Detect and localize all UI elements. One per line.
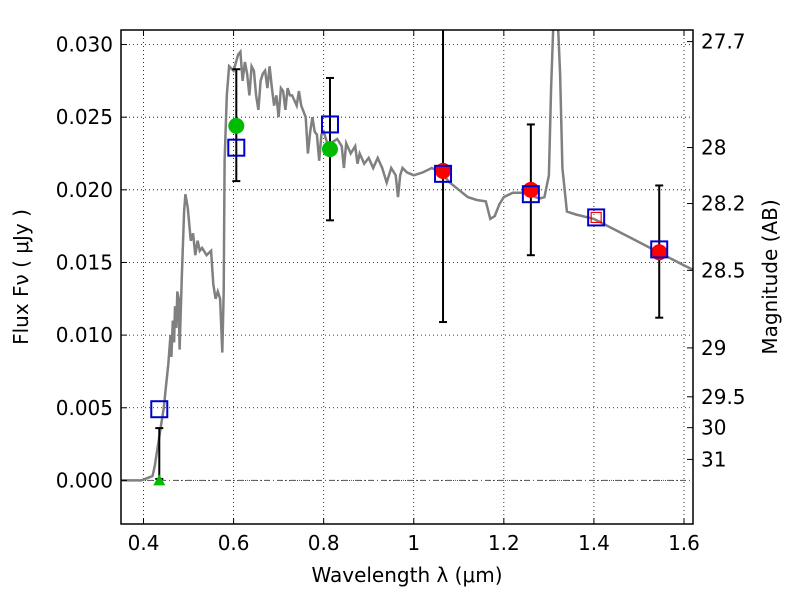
triangle-marker (153, 474, 166, 486)
circle-marker (522, 181, 539, 198)
plot-frame (120, 29, 694, 525)
square-marker (587, 208, 606, 227)
circle-marker (651, 244, 668, 261)
right-tick-label: 28 (701, 136, 726, 160)
circle-marker (435, 162, 452, 179)
right-tick-label: 31 (701, 447, 726, 471)
square-marker (650, 240, 669, 259)
x-tick-label: 1.4 (578, 531, 610, 555)
right-tick-label: 29.5 (701, 385, 746, 409)
x-tick-label: 1 (407, 531, 420, 555)
x-tick-label: 1.6 (668, 531, 700, 555)
right-tick-label: 27.7 (701, 30, 746, 54)
square-marker (150, 400, 169, 419)
y-tick-label: 0.000 (56, 468, 113, 492)
right-tick-label: 29 (701, 336, 726, 360)
marker-layer (150, 115, 669, 486)
square-marker (227, 138, 246, 157)
right-axis-label: Magnitude (AB) (758, 199, 782, 354)
x-tick-label: 0.4 (128, 531, 160, 555)
error-bar-layer (155, 30, 664, 480)
square-marker (434, 164, 453, 183)
x-axis-label: Wavelength λ (μm) (311, 563, 502, 587)
right-tick-label: 28.5 (701, 258, 746, 282)
y-axis-ticks: 0.000 0.005 0.010 0.015 0.020 0.025 0.030 (56, 33, 127, 492)
right-tick-label: 28.2 (701, 192, 746, 216)
y-tick-label: 0.005 (56, 396, 113, 420)
y-tick-label: 0.030 (56, 33, 113, 57)
x-tick-label: 0.8 (308, 531, 340, 555)
y-tick-label: 0.020 (56, 178, 113, 202)
circle-marker (321, 141, 338, 158)
small-square-marker (590, 211, 602, 224)
y-tick-label: 0.010 (56, 323, 113, 347)
circle-marker (228, 117, 245, 134)
x-tick-label: 1.2 (488, 531, 520, 555)
y-tick-label: 0.025 (56, 105, 113, 129)
square-marker (320, 115, 339, 134)
right-axis-ticks: 27.7 28 28.2 28.5 29 29.5 30 31 (687, 30, 746, 471)
y-axis-label: Flux Fν ( μJy ) (9, 209, 33, 345)
model-sed-curve (121, 30, 693, 482)
model-sed-layer (121, 30, 693, 482)
x-axis-ticks: 0.4 0.6 0.8 1 1.2 1.4 1.6 (128, 30, 700, 555)
x-tick-label: 0.6 (218, 531, 250, 555)
grid-lines (121, 30, 693, 524)
y-tick-label: 0.015 (56, 250, 113, 274)
square-marker (521, 185, 540, 204)
right-tick-label: 30 (701, 416, 726, 440)
